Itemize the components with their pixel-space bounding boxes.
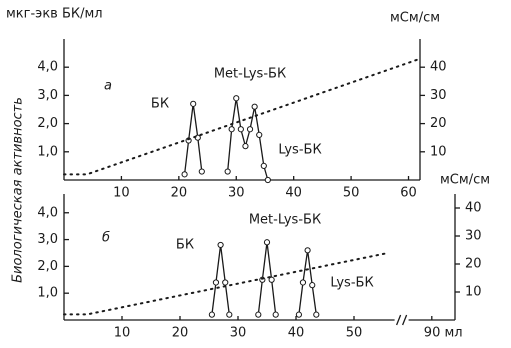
data-point	[242, 143, 249, 150]
y-tick-label: 1,0	[37, 286, 58, 301]
data-point	[224, 168, 231, 175]
y2-tick-label: 30	[430, 88, 447, 103]
data-point	[268, 276, 275, 283]
annotation: б	[102, 231, 110, 246]
x-tick-label: 10	[114, 326, 131, 341]
x-tick-label: 30	[230, 326, 247, 341]
annotation: Met-Lys-БК	[214, 67, 286, 82]
axis-break	[401, 314, 408, 326]
data-point	[181, 171, 188, 178]
x-tick-label: 20	[171, 186, 188, 201]
data-point	[208, 311, 215, 318]
annotation: БК	[176, 238, 194, 253]
data-point	[198, 168, 205, 175]
data-point	[263, 239, 271, 246]
data-point	[255, 311, 262, 318]
annotation: Lys-БК	[330, 276, 373, 291]
y-tick-label: 2,0	[37, 259, 58, 274]
y-tick-label: 4,0	[37, 205, 58, 220]
data-point	[295, 311, 302, 318]
data-point	[304, 247, 311, 254]
data-point	[233, 95, 240, 102]
data-point	[251, 103, 258, 110]
data-point	[256, 131, 263, 138]
data-point	[260, 162, 267, 169]
annotation: а	[104, 79, 112, 94]
conductivity-line	[63, 57, 421, 176]
axis-break	[395, 314, 402, 326]
y2-tick-label: 40	[465, 201, 482, 216]
data-point	[237, 126, 244, 133]
y2-tick-label: 10	[430, 144, 447, 159]
data-point	[217, 241, 224, 249]
data-point	[222, 279, 229, 286]
data-point	[309, 282, 316, 289]
x-tick-label: 60	[400, 186, 417, 201]
data-point	[212, 279, 220, 286]
y-tick-label: 1,0	[37, 144, 58, 159]
y-tick-label: 3,0	[37, 88, 58, 103]
y-tick-label: 2,0	[37, 116, 58, 131]
annotation: БК	[151, 97, 169, 112]
x-tick-label: 90 мл	[424, 326, 463, 341]
y2-axis-label: мСм/см	[440, 173, 490, 188]
y2-axis-label: мСм/см	[390, 11, 440, 26]
y2-tick-label: 30	[465, 229, 482, 244]
x-tick-label: 30	[228, 186, 245, 201]
x-tick-label: 20	[172, 326, 189, 341]
y2-tick-label: 20	[430, 116, 447, 131]
data-point	[272, 311, 279, 318]
x-tick-label: 50	[343, 186, 360, 201]
data-point	[313, 311, 320, 318]
data-point	[190, 100, 197, 107]
annotation: Lys-БК	[278, 143, 321, 158]
annotation: Met-Lys-БК	[249, 213, 321, 228]
y2-tick-label: 20	[465, 257, 482, 272]
data-point	[299, 279, 307, 286]
x-tick-label: 10	[113, 186, 130, 201]
y-tick-label: 3,0	[37, 232, 58, 247]
data-point	[228, 126, 235, 133]
data-point	[226, 311, 233, 318]
y-axis-label: Биологическая активность	[11, 97, 26, 283]
data-point	[264, 176, 271, 184]
data-point	[246, 126, 254, 133]
y2-tick-label: 10	[465, 285, 482, 300]
x-tick-label: 40	[285, 186, 302, 201]
y-tick-label: 4,0	[37, 60, 58, 75]
x-tick-label: 40	[288, 326, 305, 341]
y-units: мкг-экв БК/мл	[6, 7, 103, 22]
y2-tick-label: 40	[430, 60, 447, 75]
x-tick-label: 50	[346, 326, 363, 341]
